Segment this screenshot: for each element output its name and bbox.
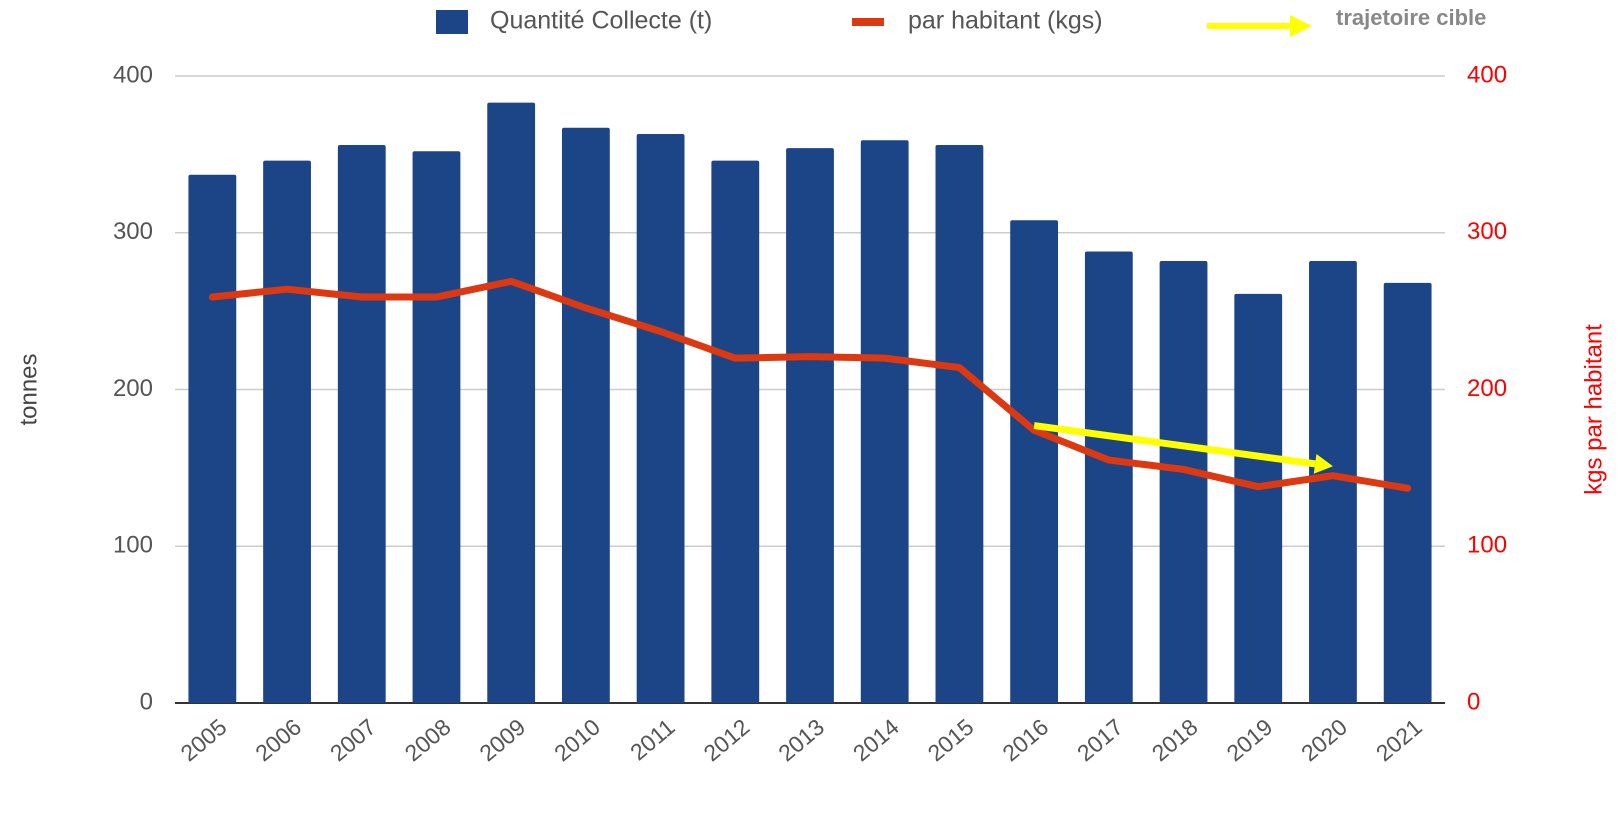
bar	[1084, 251, 1133, 703]
bar	[412, 151, 461, 704]
x-tick-label: 2017	[1072, 714, 1128, 767]
y2-tick-label: 0	[1467, 688, 1480, 715]
x-tick-label: 2016	[997, 714, 1053, 767]
x-tick-label: 2010	[549, 714, 605, 767]
x-tick-label: 2018	[1147, 714, 1203, 767]
target-arrow	[1033, 422, 1316, 468]
bar	[1383, 282, 1432, 703]
x-tick-label: 2013	[773, 714, 829, 767]
y-axis-title: tonnes	[15, 353, 42, 425]
bar	[786, 148, 834, 704]
x-tick-label: 2012	[699, 714, 755, 767]
legend-label: Quantité Collecte (t)	[490, 7, 712, 35]
x-tick-label: 2021	[1371, 714, 1427, 767]
y2-axis-title: kgs par habitant	[1580, 324, 1607, 495]
legend-swatch	[852, 18, 884, 26]
x-tick-label: 2005	[176, 714, 232, 767]
y-tick-label: 400	[113, 61, 153, 88]
legend-label: par habitant (kgs)	[908, 7, 1103, 35]
y2-tick-label: 400	[1467, 61, 1507, 88]
x-tick-label: 2014	[848, 713, 904, 766]
x-tick-label: 2015	[923, 714, 979, 767]
y2-tick-label: 100	[1467, 532, 1507, 559]
bar	[636, 133, 685, 703]
x-tick-label: 2020	[1296, 714, 1352, 767]
legend-label: trajetoire cible	[1336, 5, 1486, 30]
y2-tick-label: 300	[1467, 218, 1507, 245]
bar	[263, 160, 311, 703]
bar	[337, 144, 386, 704]
bar	[188, 174, 237, 703]
legend-arrow-head	[1290, 15, 1312, 37]
y-tick-label: 200	[113, 375, 153, 402]
bar	[860, 140, 909, 703]
x-tick-label: 2008	[400, 714, 456, 767]
bar	[711, 160, 760, 703]
bar	[1234, 293, 1283, 703]
x-tick-label: 2006	[250, 714, 306, 767]
bar	[487, 102, 536, 703]
bar	[1159, 260, 1208, 703]
bar	[561, 127, 610, 704]
y-tick-label: 0	[140, 688, 153, 715]
y-tick-label: 300	[113, 218, 153, 245]
bar	[1309, 260, 1357, 703]
bar	[1010, 220, 1059, 703]
y2-tick-label: 200	[1467, 375, 1507, 402]
x-tick-label: 2007	[325, 714, 381, 767]
legend-swatch	[436, 10, 468, 34]
target-arrow-head	[1313, 453, 1333, 474]
x-tick-label: 2011	[625, 714, 680, 766]
x-tick-label: 2009	[474, 714, 530, 767]
bar	[935, 144, 984, 704]
x-tick-label: 2019	[1221, 714, 1277, 767]
y-tick-label: 100	[113, 532, 153, 559]
line	[208, 277, 1412, 492]
